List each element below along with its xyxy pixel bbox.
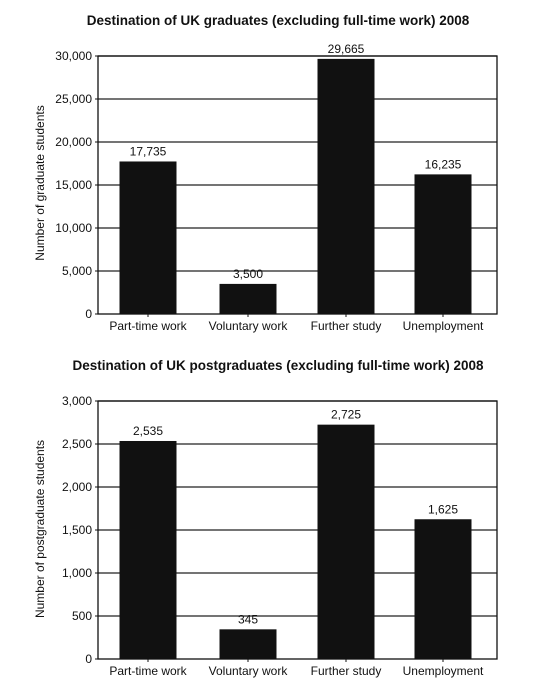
- x-tick-label: Part-time work: [109, 664, 187, 678]
- x-tick-label: Unemployment: [403, 319, 484, 333]
- y-tick-label: 0: [85, 307, 92, 321]
- y-axis-label: Number of postgraduate students: [33, 440, 47, 618]
- data-label: 2,535: [133, 424, 163, 438]
- bar: [317, 58, 375, 315]
- y-tick-label: 2,500: [62, 437, 92, 451]
- bar: [414, 174, 472, 314]
- data-label: 3,500: [233, 267, 263, 281]
- x-tick-label: Voluntary work: [209, 664, 289, 678]
- y-tick-label: 5,000: [62, 264, 92, 278]
- y-tick-label: 0: [85, 652, 92, 666]
- data-label: 29,665: [328, 42, 365, 56]
- y-tick-label: 2,000: [62, 480, 92, 494]
- bar: [119, 440, 177, 659]
- y-tick-label: 10,000: [55, 221, 92, 235]
- bar: [414, 519, 472, 659]
- y-tick-label: 500: [72, 609, 92, 623]
- y-tick-label: 3,000: [62, 394, 92, 408]
- chart-title: Destination of UK postgraduates (excludi…: [72, 358, 484, 373]
- data-label: 16,235: [425, 157, 462, 171]
- y-axis-label: Number of graduate students: [33, 105, 47, 260]
- x-tick-label: Further study: [311, 319, 382, 333]
- bar: [119, 161, 177, 314]
- bar: [317, 424, 375, 659]
- data-label: 2,725: [331, 408, 361, 422]
- y-tick-label: 15,000: [55, 178, 92, 192]
- y-tick-label: 30,000: [55, 49, 92, 63]
- data-label: 17,735: [130, 144, 167, 158]
- y-tick-label: 20,000: [55, 135, 92, 149]
- x-tick-label: Voluntary work: [209, 319, 289, 333]
- bar: [219, 283, 277, 314]
- x-tick-label: Further study: [311, 664, 382, 678]
- plot-frame: [97, 55, 498, 315]
- x-tick-label: Unemployment: [403, 664, 484, 678]
- data-label: 1,625: [428, 502, 458, 516]
- chart-title: Destination of UK graduates (excluding f…: [87, 13, 470, 28]
- bar: [219, 629, 277, 659]
- data-label: 345: [238, 612, 258, 626]
- x-tick-label: Part-time work: [109, 319, 187, 333]
- graduates-chart: Destination of UK graduates (excluding f…: [33, 13, 498, 333]
- y-tick-label: 1,000: [62, 566, 92, 580]
- y-tick-label: 1,500: [62, 523, 92, 537]
- y-tick-label: 25,000: [55, 92, 92, 106]
- plot-frame: [97, 400, 498, 660]
- postgraduates-chart: Destination of UK postgraduates (excludi…: [33, 358, 498, 678]
